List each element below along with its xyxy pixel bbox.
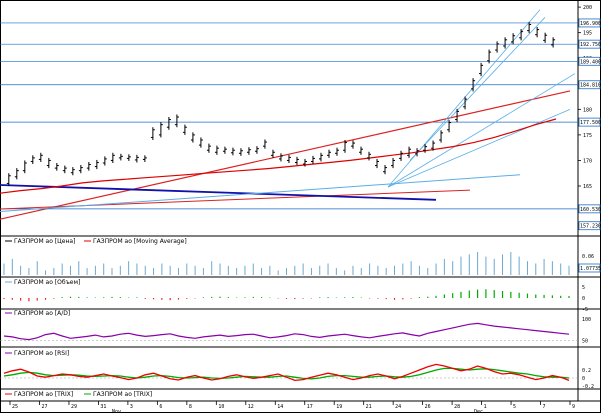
price-value-label: 177.500	[580, 120, 601, 126]
x-tick-label: 10	[218, 404, 224, 410]
price-tick-label: 165	[583, 184, 592, 190]
x-tick-label: 8	[189, 404, 192, 410]
price-value-box	[578, 80, 601, 90]
trendline-red-upper	[0, 90, 571, 220]
x-month-label: Dec	[474, 409, 483, 413]
x-tick-label: 31	[100, 404, 106, 410]
x-tick-label: 1	[484, 404, 487, 410]
moving-average-line	[0, 118, 557, 194]
trix-tick-label: 0	[582, 376, 585, 382]
x-tick-label: 19	[336, 404, 342, 410]
legend-rsi: ГАЗПРОМ ао [RSI]	[14, 350, 69, 357]
x-tick-label: 17	[307, 404, 313, 410]
legend-trix: ГАЗПРОМ ао [TRIX]	[14, 391, 73, 398]
x-tick-label: 28	[454, 404, 460, 410]
volume-value-label: 1.07735	[580, 266, 601, 272]
price-value-label: 189.400	[580, 59, 601, 65]
x-tick-label: 27	[41, 404, 47, 410]
trix-tick-label: 0.2	[582, 368, 591, 374]
x-tick-label: 12	[248, 404, 254, 410]
trendline-blue-up	[0, 174, 521, 213]
price-value-box	[578, 204, 601, 214]
x-month-label: Nov	[112, 409, 121, 413]
trix-line	[3, 363, 570, 382]
ad-line	[3, 322, 570, 341]
x-tick-label: 3	[130, 404, 133, 410]
x-tick-label: 29	[71, 404, 77, 410]
trix-tick-label: -0.2	[582, 384, 594, 390]
price-tick-label: 200	[583, 5, 592, 11]
x-tick-label: 26	[425, 404, 431, 410]
volume-tick-label: 0.06	[582, 254, 594, 260]
rsi-tick-label: 100	[582, 317, 591, 323]
x-tick-label: 5	[513, 404, 516, 410]
price-value-box	[578, 117, 601, 127]
trix-signal-line	[3, 367, 570, 380]
price-value-label: 196.900	[580, 21, 601, 27]
x-tick-label: 7	[543, 404, 546, 410]
legend-ma: ГАЗПРОМ ао [Moving Average]	[93, 238, 187, 245]
oi-tick-label: 0	[582, 296, 585, 302]
oi-tick-label: 5	[582, 285, 585, 291]
price-tick-label: 195	[583, 31, 592, 37]
price-value-label: 160.530	[580, 207, 601, 213]
x-tick-label: 14	[277, 404, 283, 410]
legend-trix2: ГАЗПРОМ ао [TRIX]	[93, 391, 152, 398]
legend-volume: ГАЗПРОМ ао [Объем]	[14, 279, 80, 286]
oi-tick-label: -5	[582, 307, 588, 313]
rsi-tick-label: 50	[582, 339, 588, 345]
price-tick-label: 180	[583, 107, 592, 113]
x-tick-label: 9	[572, 404, 575, 410]
x-tick-label: 24	[395, 404, 401, 410]
fan-line-3	[387, 108, 571, 188]
price-tick-label: 175	[583, 133, 592, 139]
volume-value-box	[578, 263, 601, 273]
fan-line-4	[409, 17, 546, 161]
x-tick-label: 6	[159, 404, 162, 410]
price-value-box	[578, 221, 601, 231]
x-tick-label: 21	[366, 404, 372, 410]
price-value-label: 184.810	[580, 83, 601, 89]
price-value-label: 157.230	[580, 224, 601, 230]
trendline-blue-down	[0, 184, 437, 201]
fan-line-2	[387, 73, 576, 188]
price-value-box	[578, 18, 601, 28]
x-tick-label: 25	[12, 404, 18, 410]
fan-line-1	[387, 9, 541, 188]
legend-price: ГАЗПРОМ ао [Цена]	[14, 238, 75, 245]
price-value-box	[578, 56, 601, 66]
price-value-box	[578, 39, 601, 49]
price-value-label: 192.750	[580, 42, 601, 48]
legend-ad: ГАЗПРОМ ао [A/D]	[14, 310, 70, 317]
price-tick-label: 170	[583, 158, 592, 164]
